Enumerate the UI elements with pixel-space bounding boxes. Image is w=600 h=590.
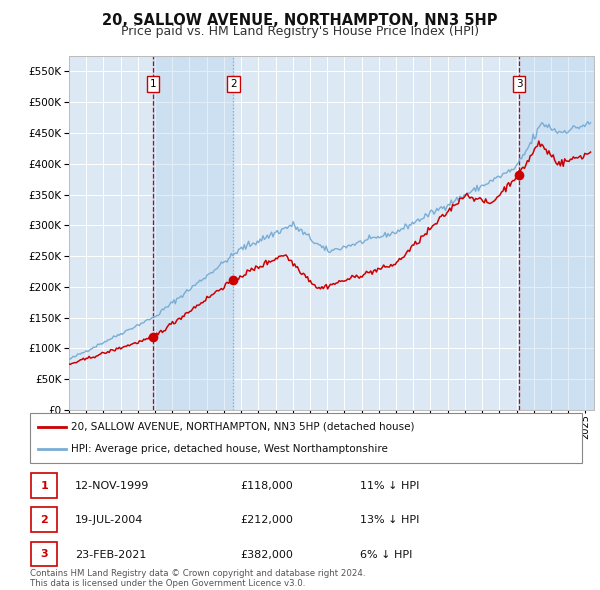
Text: 23-FEB-2021: 23-FEB-2021: [75, 550, 146, 559]
Bar: [519, 56, 594, 410]
Text: 2: 2: [41, 515, 48, 525]
FancyBboxPatch shape: [31, 507, 58, 532]
FancyBboxPatch shape: [31, 542, 58, 566]
FancyBboxPatch shape: [31, 473, 58, 498]
Text: 3: 3: [41, 549, 48, 559]
Text: 1: 1: [149, 78, 156, 88]
Text: HPI: Average price, detached house, West Northamptonshire: HPI: Average price, detached house, West…: [71, 444, 388, 454]
Text: 1: 1: [41, 481, 48, 490]
Bar: [153, 56, 233, 410]
Text: 2: 2: [230, 78, 236, 88]
Text: 19-JUL-2004: 19-JUL-2004: [75, 516, 143, 525]
Text: 11% ↓ HPI: 11% ↓ HPI: [360, 481, 419, 491]
Text: £382,000: £382,000: [240, 550, 293, 559]
Text: £212,000: £212,000: [240, 516, 293, 525]
Text: 13% ↓ HPI: 13% ↓ HPI: [360, 516, 419, 525]
Text: Contains HM Land Registry data © Crown copyright and database right 2024.
This d: Contains HM Land Registry data © Crown c…: [30, 569, 365, 588]
FancyBboxPatch shape: [30, 413, 582, 463]
Text: 3: 3: [516, 78, 523, 88]
Text: £118,000: £118,000: [240, 481, 293, 491]
Text: 20, SALLOW AVENUE, NORTHAMPTON, NN3 5HP: 20, SALLOW AVENUE, NORTHAMPTON, NN3 5HP: [102, 13, 498, 28]
Text: 12-NOV-1999: 12-NOV-1999: [75, 481, 149, 491]
Text: 6% ↓ HPI: 6% ↓ HPI: [360, 550, 412, 559]
Text: 20, SALLOW AVENUE, NORTHAMPTON, NN3 5HP (detached house): 20, SALLOW AVENUE, NORTHAMPTON, NN3 5HP …: [71, 421, 415, 431]
Text: Price paid vs. HM Land Registry's House Price Index (HPI): Price paid vs. HM Land Registry's House …: [121, 25, 479, 38]
